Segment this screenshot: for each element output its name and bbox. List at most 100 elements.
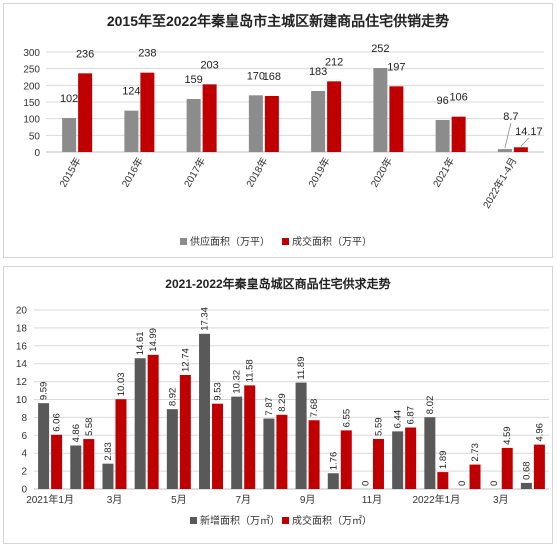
chart-1-svg: 2015年至2022年秦皇岛市主城区新建商品住宅供销走势 0 50 100 150 20…	[23, 13, 544, 248]
chart-2-data-label: 6.44	[393, 410, 404, 429]
chart-2-svg: 2021-2022年秦皇岛城区商品住宅供求走势 0 2 4 6 8 10 12 14 16 18 2…	[16, 276, 549, 527]
chart-2-bar-new-supply	[199, 333, 211, 489]
chart-2-ytick-label: 4	[21, 449, 27, 460]
chart-2-data-label: 10.32	[232, 370, 243, 394]
chart-1-legend-swatch	[282, 238, 289, 245]
chart-2-bar-new-supply	[231, 396, 243, 489]
chart-2-bar-sales	[372, 438, 384, 489]
chart-2-bar-sales	[501, 447, 513, 489]
chart-1-label-leader	[520, 137, 530, 147]
chart-1-bar-sales	[513, 147, 528, 152]
chart-1-data-label: 170	[247, 70, 265, 82]
chart-2-xtick-label: 2022年1月	[412, 493, 460, 506]
chart-2-data-label: 12.74	[180, 348, 191, 372]
chart-1-data-label: 168	[263, 71, 281, 83]
chart-1-bar-sales	[264, 96, 279, 152]
chart-2-legend-label: 成交面积（万㎡）	[292, 514, 372, 527]
chart-2-data-label: 7.68	[309, 399, 320, 418]
chart-2-ytick-label: 8	[21, 413, 27, 424]
chart-panel-supply-sales-2015-2022: 2015年至2022年秦皇岛市主城区新建商品住宅供销走势 0 50 100 150 20…	[3, 3, 553, 258]
chart-1-xtick-label: 2019年	[305, 155, 332, 189]
chart-2-bar-sales	[83, 439, 95, 489]
chart-1-data-label: 238	[138, 48, 156, 60]
chart-2-bar-new-supply	[263, 418, 275, 489]
chart-2-data-label: 2.83	[103, 442, 114, 461]
chart-1-bar-supply	[373, 68, 388, 152]
chart-1-data-label: 203	[200, 59, 218, 71]
chart-2-data-label: 8.29	[277, 393, 288, 412]
chart-1-label-leader	[504, 122, 512, 149]
chart-2-legend-label: 新增面积（万㎡）	[200, 514, 280, 527]
chart-2-bar-new-supply	[520, 482, 532, 489]
chart-2-bar-new-supply	[134, 358, 146, 489]
chart-1-bar-sales	[78, 73, 93, 152]
chart-2-bar-new-supply	[392, 431, 404, 489]
chart-2-ytick-label: 14	[16, 359, 28, 370]
chart-1-data-label: 252	[371, 43, 389, 55]
chart-2-bar-sales	[437, 472, 449, 489]
chart-2-data-label: 4.86	[71, 424, 82, 443]
chart-2-legend-swatch	[282, 517, 289, 524]
chart-1-ytick-label: 100	[23, 115, 40, 126]
chart-1-xtick-label: 2015年	[56, 155, 83, 189]
chart-2-data-label: 1.89	[438, 451, 449, 470]
chart-1-bar-sales	[451, 116, 466, 152]
chart-2-ytick-label: 20	[16, 306, 28, 317]
chart-2-xtick-label: 9月	[300, 494, 316, 506]
chart-2-bar-new-supply	[38, 403, 50, 489]
chart-1-ytick-label: 200	[23, 81, 40, 92]
chart-1-data-label: 183	[309, 66, 327, 78]
chart-1-ytick-label: 150	[23, 98, 40, 109]
chart-1-data-label: 96	[437, 95, 449, 107]
chart-2-data-label: 14.61	[135, 331, 146, 355]
chart-2-ytick-label: 12	[16, 377, 28, 388]
chart-2-xtick-label: 7月	[235, 494, 251, 506]
chart-2-xtick-label: 3月	[107, 494, 123, 506]
chart-1-xtick-label: 2020年	[368, 155, 395, 189]
chart-2-bar-sales	[212, 403, 224, 489]
chart-2-ytick-label: 16	[16, 341, 28, 352]
chart-2-bar-new-supply	[327, 473, 339, 489]
chart-1-data-label: 106	[449, 92, 467, 104]
chart-2-bar-new-supply	[295, 382, 307, 489]
chart-2-data-label: 11.58	[245, 359, 256, 382]
chart-1-bar-supply	[124, 110, 139, 152]
chart-1-title: 2015年至2022年秦皇岛市主城区新建商品住宅供销走势	[107, 13, 449, 29]
chart-1-data-label: 159	[184, 74, 202, 86]
chart-2-xtick-label: 5月	[171, 494, 187, 506]
chart-2-bar-new-supply	[166, 409, 178, 489]
chart-1-bar-sales	[140, 72, 155, 152]
chart-2-data-label: 0	[489, 481, 500, 486]
chart-1-legend-label: 供应面积（万平）	[190, 235, 270, 248]
chart-2-ytick-label: 6	[21, 431, 27, 442]
chart-2-ytick-label: 2	[21, 467, 27, 478]
chart-1-bar-sales	[389, 86, 404, 152]
chart-1-legend-label: 成交面积（万平）	[292, 235, 372, 248]
chart-2-data-label: 6.55	[341, 409, 352, 428]
chart-2-data-label: 5.59	[373, 417, 384, 436]
chart-2-data-label: 4.96	[534, 423, 545, 442]
chart-1-data-label: 236	[76, 48, 94, 60]
chart-1-data-label: 102	[60, 93, 78, 105]
chart-2-title: 2021-2022年秦皇岛城区商品住宅供求走势	[165, 276, 390, 291]
chart-2-data-label: 14.99	[148, 328, 159, 352]
chart-2-data-label: 6.87	[406, 406, 417, 425]
chart-2-data-label: 9.53	[213, 382, 224, 401]
chart-2-data-label: 2.73	[470, 443, 481, 462]
chart-1-ytick-label: 50	[29, 131, 41, 142]
chart-2-xtick-label: 11月	[362, 494, 382, 506]
chart-1-data-label: 8.7	[503, 111, 518, 123]
chart-1-xtick-label: 2021年	[430, 155, 457, 189]
chart-2-data-label: 1.76	[328, 452, 339, 471]
chart-2-xtick-label: 3月	[493, 494, 509, 506]
chart-1-bar-supply	[248, 95, 263, 152]
chart-2-bar-sales	[179, 374, 191, 489]
chart-2-data-label: 8.92	[167, 388, 178, 407]
chart-2-bar-sales	[244, 385, 256, 489]
chart-2-data-label: 10.03	[116, 372, 127, 396]
chart-2-data-label: 6.06	[52, 413, 63, 432]
chart-2-data-label: 8.02	[425, 396, 436, 415]
chart-2-bar-sales	[405, 427, 417, 489]
chart-1-ytick-label: 250	[23, 65, 40, 76]
chart-1-bar-sales	[202, 84, 217, 152]
